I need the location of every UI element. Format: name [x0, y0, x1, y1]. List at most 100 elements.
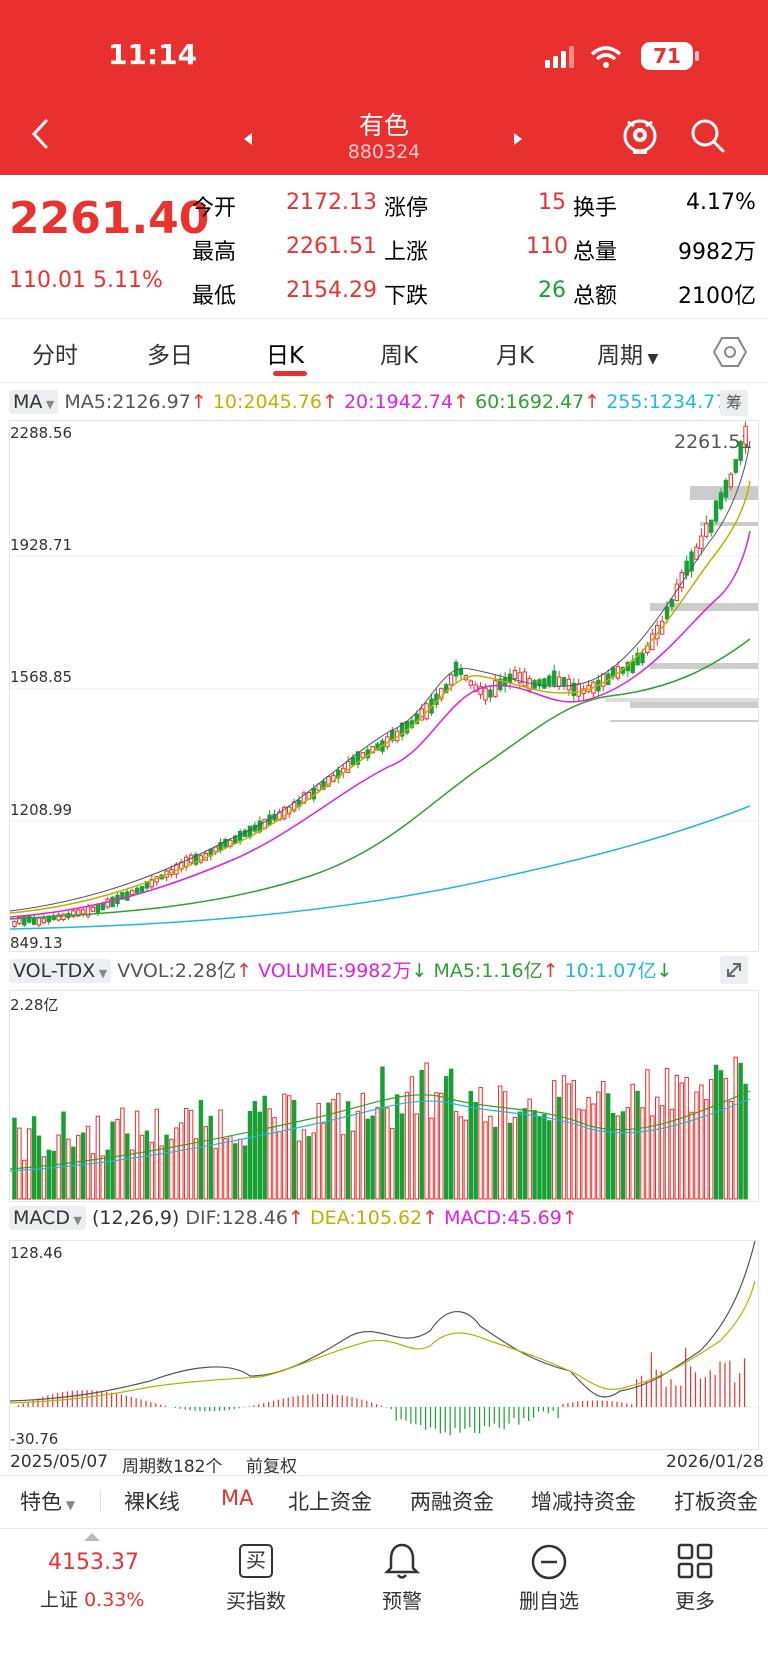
macd-chart[interactable]: [10, 1241, 758, 1449]
volume-bar: [444, 1076, 449, 1200]
tab-intraday[interactable]: 分时: [32, 343, 78, 369]
macd-legend: MACD ▼ (12,26,9) DIF:128.46↑ DEA:105.62↑…: [9, 1206, 578, 1230]
volume-bar: [679, 1082, 684, 1200]
candle-body: [473, 684, 478, 692]
volume-bar: [551, 1080, 557, 1200]
candle-body: [512, 670, 518, 679]
candle-body: [517, 672, 523, 684]
ma5-value: MA5:2126.97: [64, 391, 191, 413]
volume-bar: [512, 1116, 518, 1200]
nav-remove-watchlist[interactable]: 删自选: [519, 1589, 579, 1613]
candle-body: [76, 909, 81, 917]
kline-panel: [9, 420, 759, 952]
chevron-down-icon: ▼: [42, 398, 55, 411]
candle-body: [478, 686, 483, 696]
volume-bar: [218, 1109, 223, 1200]
volume-bar: [483, 1121, 488, 1200]
volume-bar: [66, 1138, 71, 1200]
candle-body: [448, 674, 454, 686]
vol-selector[interactable]: VOL-TDX ▼: [9, 959, 112, 983]
change-percent: 5.11%: [92, 268, 163, 293]
ma20-line: [10, 530, 751, 918]
volume-bar: [316, 1102, 321, 1200]
candle-body: [80, 909, 86, 915]
adjust-mode[interactable]: 前复权: [246, 1457, 297, 1477]
dif-value: DIF:128.46: [185, 1207, 288, 1229]
volume-bar: [556, 1096, 562, 1200]
volume-bar: [159, 1145, 164, 1200]
volume-bar: [733, 1056, 738, 1200]
tab-special[interactable]: 特色 ▼: [20, 1490, 76, 1514]
volume-bar: [61, 1111, 66, 1200]
volume-value: VOLUME:9982万: [258, 960, 412, 982]
back-icon[interactable]: [30, 118, 50, 150]
candle-body: [576, 683, 581, 697]
candle-body: [728, 473, 734, 488]
nav-more[interactable]: 更多: [675, 1589, 715, 1613]
kline-chart[interactable]: [10, 421, 758, 951]
tab-margin[interactable]: 两融资金: [410, 1490, 494, 1514]
settings-hex-icon[interactable]: [713, 336, 747, 368]
tab-ma[interactable]: MA: [221, 1486, 254, 1510]
candle-body: [694, 546, 699, 560]
candle-body: [704, 523, 709, 537]
index-name: 上证: [40, 1589, 79, 1611]
volume-bar: [22, 1159, 27, 1200]
candle-body: [345, 760, 351, 773]
volume-bar: [51, 1150, 56, 1200]
tab-naked-k[interactable]: 裸K线: [124, 1490, 180, 1514]
grid-more-icon[interactable]: [677, 1543, 713, 1579]
buy-index-icon[interactable]: 买: [239, 1544, 273, 1578]
tab-northbound[interactable]: 北上资金: [288, 1490, 372, 1514]
volume-bar: [277, 1130, 282, 1200]
volume-bar: [640, 1107, 645, 1200]
prev-stock-icon[interactable]: [244, 133, 252, 145]
volume-bar: [125, 1133, 130, 1200]
ma-selector[interactable]: MA ▼: [9, 390, 59, 414]
volume-bar: [350, 1130, 356, 1200]
index-value[interactable]: 4153.37: [48, 1550, 139, 1575]
tab-daily-k[interactable]: 日K: [266, 343, 305, 369]
tab-limit-up-funds[interactable]: 打板资金: [674, 1490, 758, 1514]
volume-bar: [365, 1118, 370, 1200]
dea-value: DEA:105.62: [309, 1207, 423, 1229]
volume-bar: [537, 1116, 542, 1200]
ma10-value: 10:2045.76: [212, 391, 322, 413]
candle-body: [743, 425, 748, 445]
candle-body: [22, 916, 27, 926]
remove-circle-icon[interactable]: [530, 1543, 568, 1581]
volume-bar: [630, 1083, 635, 1200]
divider: [100, 1490, 101, 1512]
volume-bar: [502, 1091, 508, 1200]
tab-period[interactable]: 周期 ▼: [597, 336, 658, 370]
chip-distribution-button[interactable]: 筹: [720, 390, 748, 416]
expand-up-icon[interactable]: [84, 1533, 100, 1541]
macd-params: (12,26,9): [91, 1207, 180, 1229]
nav-alert[interactable]: 预警: [382, 1589, 422, 1613]
tab-weekly-k[interactable]: 周K: [380, 343, 419, 369]
bell-icon[interactable]: [384, 1542, 420, 1580]
volume-bar: [183, 1108, 189, 1200]
volume-bar: [718, 1070, 724, 1200]
nav-buy-index[interactable]: 买指数: [226, 1589, 286, 1613]
tab-monthly-k[interactable]: 月K: [496, 343, 535, 369]
mascot-icon[interactable]: [620, 114, 660, 156]
search-icon[interactable]: [690, 118, 726, 154]
macd-selector[interactable]: MACD ▼: [9, 1206, 86, 1230]
candle-body: [664, 606, 670, 620]
index-summary[interactable]: 上证 0.33%: [40, 1585, 144, 1612]
candle-body: [237, 831, 243, 841]
volume-bar: [242, 1145, 248, 1200]
volume-bar: [547, 1120, 552, 1200]
candle-body: [149, 878, 155, 888]
expand-icon[interactable]: [720, 956, 748, 984]
candle-body: [522, 671, 527, 687]
tab-multi-day[interactable]: 多日: [147, 343, 193, 369]
tab-holdings[interactable]: 增减持资金: [531, 1490, 636, 1514]
volume-bar: [699, 1084, 704, 1200]
next-stock-icon[interactable]: [514, 133, 522, 145]
high-price-label: 2261.51: [674, 431, 753, 453]
volume-bar: [488, 1115, 493, 1200]
volume-chart[interactable]: [10, 991, 758, 1201]
quote-high-value: 2261.51: [286, 234, 377, 259]
